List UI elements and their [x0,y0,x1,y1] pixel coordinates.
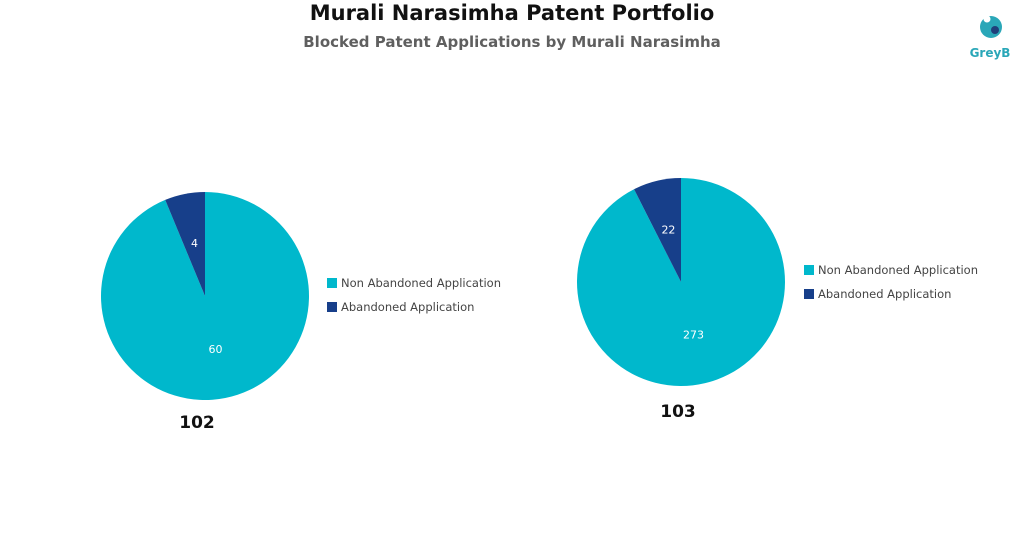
legend-item-label[interactable]: Non Abandoned Application [818,263,978,277]
pie-chart-2: 273 22 Non Abandoned Application Abandoned … [577,178,978,422]
chart-title: Murali Narasimha Patent Portfolio [309,1,715,25]
pie-total-label: 102 [179,413,215,433]
legend-swatch [327,278,337,288]
greyb-logo-icon [980,15,1002,38]
pie-slice-abandoned-application[interactable] [634,178,681,282]
greyb-logo: GreyB [966,10,1014,68]
pie-slice-abandoned-application[interactable] [165,192,205,296]
legend-item-label[interactable]: Abandoned Application [818,287,951,301]
legend-swatch [804,289,814,299]
pie-value-label: 273 [683,329,704,342]
pie-chart-1: 60 4 Non Abandoned Application Abandoned Ap… [101,192,501,433]
chart-subtitle: Blocked Patent Applications by Murali Na… [303,33,721,51]
pie-value-label: 4 [191,237,198,250]
legend-swatch [327,302,337,312]
legend-item-label[interactable]: Non Abandoned Application [341,276,501,290]
legend-item-label[interactable]: Abandoned Application [341,300,474,314]
logo-text: GreyB [969,46,1011,60]
pie-value-label: 22 [661,223,675,236]
pie-total-label: 103 [660,402,696,422]
legend-swatch [804,265,814,275]
pie-slice-non-abandoned-application[interactable] [101,192,310,400]
pie-value-label: 60 [209,343,223,356]
